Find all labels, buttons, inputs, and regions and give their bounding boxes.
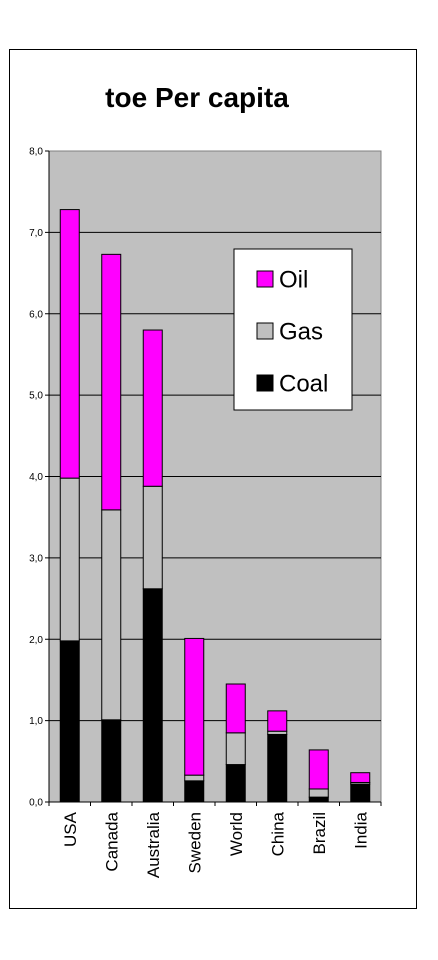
- bar-segment-oil: [308, 749, 329, 790]
- bar-segment-gas: [184, 774, 205, 782]
- bar-segment-gas: [225, 732, 246, 766]
- bar-segment-oil: [267, 710, 288, 732]
- bar-segment-coal: [225, 764, 246, 803]
- y-tick-label: 0,0: [29, 798, 43, 809]
- x-category-label: India: [351, 811, 370, 848]
- x-category-label: Australia: [144, 811, 163, 878]
- legend-swatch-oil: [256, 270, 274, 288]
- y-tick-label: 5,0: [29, 391, 43, 402]
- bar-segment-coal: [308, 796, 329, 803]
- y-tick-label: 3,0: [29, 553, 43, 564]
- bar-segment-coal: [142, 588, 163, 803]
- x-category-label: Sweden: [185, 812, 204, 873]
- bar-segment-gas: [308, 788, 329, 798]
- legend-label-coal: Coal: [279, 371, 328, 398]
- x-category-label: China: [268, 811, 287, 856]
- bar-segment-oil: [101, 253, 122, 511]
- bar-segment-coal: [267, 733, 288, 803]
- legend-label-oil: Oil: [279, 267, 308, 294]
- bar-segment-coal: [59, 640, 80, 803]
- bar-segment-gas: [142, 485, 163, 590]
- bar-segment-oil: [59, 209, 80, 479]
- bar-segment-oil: [225, 683, 246, 734]
- bar-segment-coal: [101, 719, 122, 803]
- x-category-label: USA: [61, 811, 80, 847]
- x-category-label: Brazil: [310, 812, 329, 855]
- bar-segment-coal: [184, 780, 205, 803]
- bar-segment-oil: [184, 637, 205, 776]
- x-category-label: Canada: [102, 811, 121, 871]
- y-tick-label: 2,0: [29, 635, 43, 646]
- bar-segment-gas: [59, 477, 80, 642]
- x-category-label: World: [227, 812, 246, 856]
- y-tick-label: 6,0: [29, 309, 43, 320]
- bar-segment-oil: [142, 329, 163, 487]
- legend: Oil Gas Coal: [233, 248, 353, 411]
- y-tick-label: 7,0: [29, 228, 43, 239]
- y-tick-label: 8,0: [29, 147, 43, 158]
- tick-labels: 0,0 1,0 2,0 3,0 4,0 5,0 6,0 7,0 8,0 USA Canada Aust…: [29, 147, 370, 879]
- y-tick-label: 4,0: [29, 472, 43, 483]
- axes: [45, 150, 382, 806]
- legend-swatch-coal: [256, 374, 274, 392]
- bars: [59, 209, 371, 803]
- legend-label-gas: Gas: [279, 319, 323, 346]
- chart-title: toe Per capita: [105, 82, 289, 113]
- legend-box: [233, 248, 353, 411]
- bar-segment-oil: [350, 772, 371, 783]
- bar-segment-gas: [101, 509, 122, 721]
- bar-segment-coal: [350, 783, 371, 803]
- y-tick-label: 1,0: [29, 716, 43, 727]
- legend-swatch-gas: [256, 322, 274, 340]
